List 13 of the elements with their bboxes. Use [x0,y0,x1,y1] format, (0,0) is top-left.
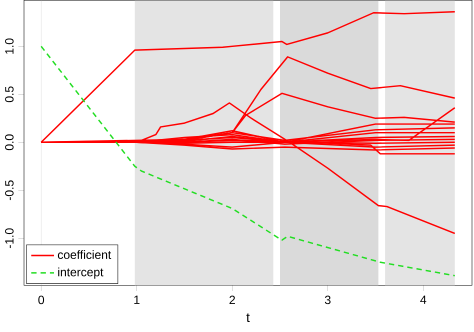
y-tick-label: -1.0 [5,228,14,248]
x-tick-label: 0 [38,296,44,304]
y-tick-label: 1.0 [5,38,14,54]
y-tick-label: 0.5 [5,86,14,102]
x-tick-label: 4 [420,296,426,304]
legend-label: intercept [58,267,104,279]
x-tick-label: 2 [230,296,235,304]
x-tick-label: 3 [324,296,331,304]
legend-label: coefficient [58,250,112,259]
x-tick-label: 1 [134,296,140,304]
y-tick-label: -0.5 [5,180,14,200]
x-axis-title: t [246,313,250,322]
y-tick-label: 0.0 [5,134,14,150]
